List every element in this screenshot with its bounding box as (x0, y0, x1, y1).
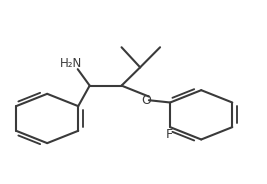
Text: H₂N: H₂N (60, 57, 82, 70)
Text: O: O (141, 94, 151, 107)
Text: F: F (165, 128, 172, 141)
